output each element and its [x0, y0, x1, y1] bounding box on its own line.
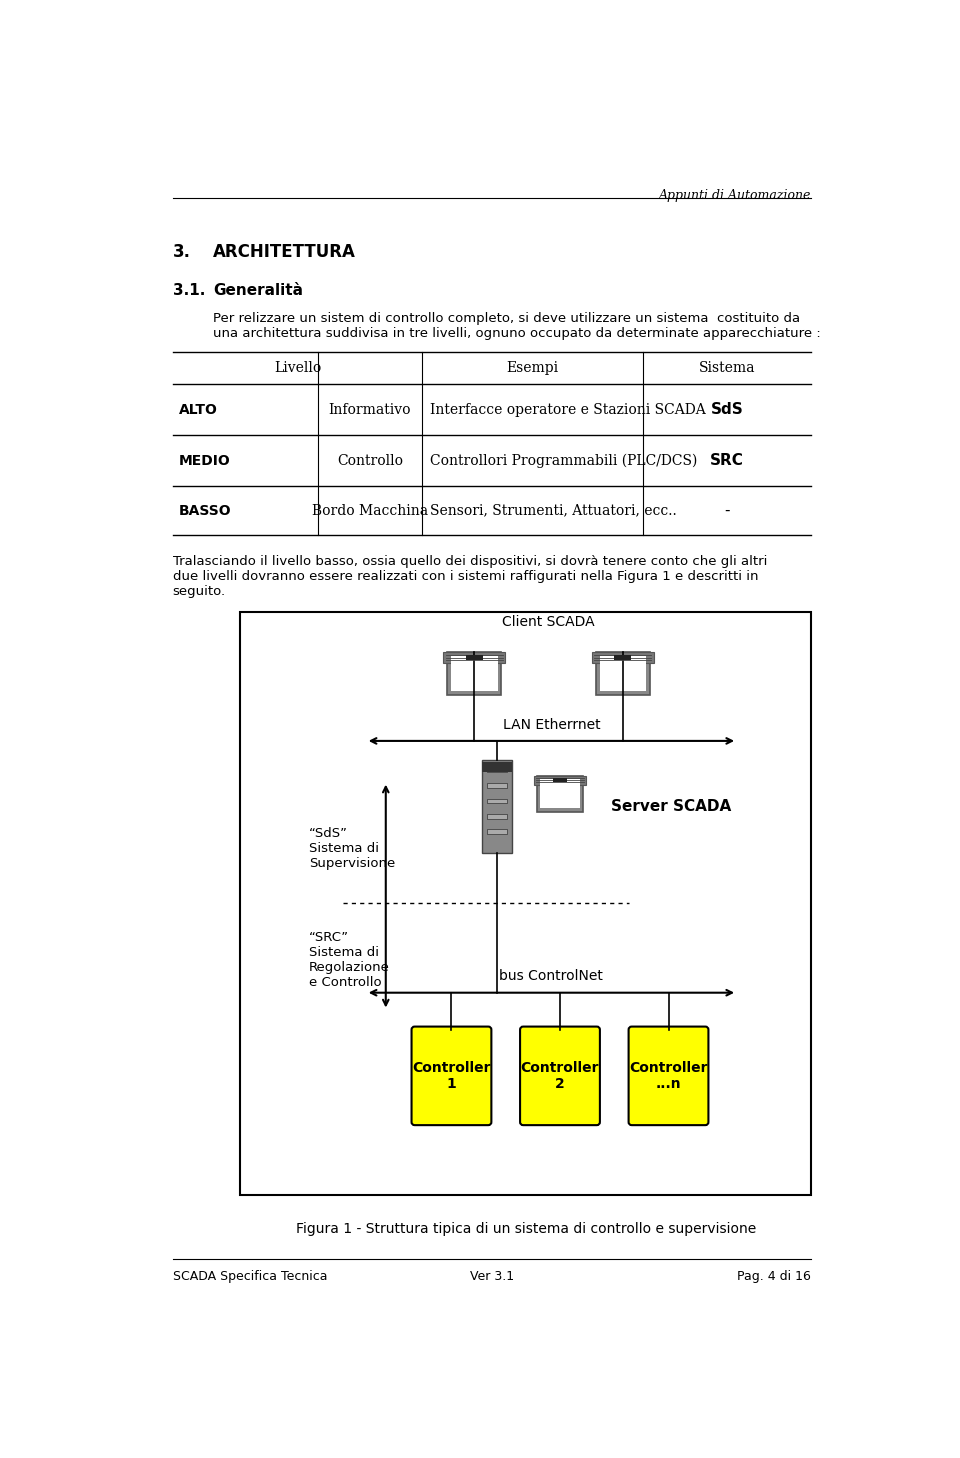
- Text: Controller
...n: Controller ...n: [629, 1061, 708, 1091]
- Text: MEDIO: MEDIO: [179, 453, 230, 468]
- Text: LAN Etherrnet: LAN Etherrnet: [503, 717, 600, 732]
- Text: Ver 3.1: Ver 3.1: [470, 1270, 514, 1283]
- Text: Controller
2: Controller 2: [520, 1061, 599, 1091]
- Text: SRC: SRC: [710, 453, 744, 468]
- FancyBboxPatch shape: [412, 1026, 492, 1126]
- Bar: [596, 652, 650, 694]
- Bar: [483, 760, 512, 853]
- Text: Appunti di Automazione: Appunti di Automazione: [659, 190, 811, 201]
- Bar: [483, 761, 512, 773]
- Text: “SdS”
Sistema di
Supervisione: “SdS” Sistema di Supervisione: [309, 827, 395, 870]
- Text: una architettura suddivisa in tre livelli, ognuno occupato da determinate appare: una architettura suddivisa in tre livell…: [213, 328, 821, 340]
- Text: BASSO: BASSO: [179, 503, 231, 518]
- Text: due livelli dovranno essere realizzati con i sistemi raffigurati nella Figura 1 : due livelli dovranno essere realizzati c…: [173, 570, 758, 583]
- Text: SdS: SdS: [710, 402, 744, 417]
- Bar: [540, 779, 580, 808]
- Text: Pag. 4 di 16: Pag. 4 di 16: [737, 1270, 811, 1283]
- Bar: [591, 652, 654, 663]
- Text: Controllori Programmabili (PLC/DCS): Controllori Programmabili (PLC/DCS): [430, 453, 697, 468]
- Text: Client SCADA: Client SCADA: [502, 615, 595, 630]
- Bar: [444, 652, 505, 663]
- Text: Esempi: Esempi: [507, 362, 559, 375]
- Bar: [447, 652, 501, 694]
- Text: bus ControlNet: bus ControlNet: [499, 970, 603, 984]
- Text: Interfacce operatore e Stazioni SCADA: Interfacce operatore e Stazioni SCADA: [430, 402, 706, 417]
- Text: Per relizzare un sistem di controllo completo, si deve utilizzare un sistema  co: Per relizzare un sistem di controllo com…: [213, 312, 800, 325]
- Bar: [600, 656, 646, 691]
- Text: Controllo: Controllo: [337, 453, 403, 468]
- Text: ALTO: ALTO: [179, 402, 218, 417]
- Text: 3.: 3.: [173, 242, 191, 261]
- Text: Controller
1: Controller 1: [412, 1061, 491, 1091]
- Bar: [487, 783, 507, 787]
- Bar: [487, 768, 507, 773]
- Text: ARCHITETTURA: ARCHITETTURA: [213, 242, 356, 261]
- Text: Informativo: Informativo: [328, 402, 411, 417]
- FancyBboxPatch shape: [520, 1026, 600, 1126]
- Text: Generalità: Generalità: [213, 283, 303, 297]
- Text: 3.1.: 3.1.: [173, 283, 205, 297]
- FancyBboxPatch shape: [629, 1026, 708, 1126]
- Bar: [487, 799, 507, 803]
- Bar: [487, 814, 507, 819]
- Text: Tralasciando il livello basso, ossia quello dei dispositivi, si dovrà tenere con: Tralasciando il livello basso, ossia que…: [173, 555, 767, 569]
- Bar: [487, 830, 507, 834]
- Bar: [466, 655, 483, 660]
- Bar: [553, 779, 567, 783]
- Bar: [537, 776, 583, 812]
- Text: Figura 1 - Struttura tipica di un sistema di controllo e supervisione: Figura 1 - Struttura tipica di un sistem…: [296, 1222, 756, 1236]
- Text: Livello: Livello: [274, 362, 321, 375]
- Bar: [534, 776, 587, 784]
- Text: seguito.: seguito.: [173, 585, 226, 598]
- Text: Sensori, Strumenti, Attuatori, ecc..: Sensori, Strumenti, Attuatori, ecc..: [430, 503, 677, 518]
- Text: Sistema: Sistema: [699, 362, 756, 375]
- Text: -: -: [725, 503, 730, 518]
- Text: SCADA Specifica Tecnica: SCADA Specifica Tecnica: [173, 1270, 327, 1283]
- Text: “SRC”
Sistema di
Regolazione
e Controllo: “SRC” Sistema di Regolazione e Controllo: [309, 932, 390, 990]
- Text: Bordo Macchina: Bordo Macchina: [312, 503, 428, 518]
- Bar: [451, 656, 497, 691]
- Bar: [240, 612, 811, 1196]
- Bar: [614, 655, 632, 660]
- Text: Server SCADA: Server SCADA: [612, 799, 732, 814]
